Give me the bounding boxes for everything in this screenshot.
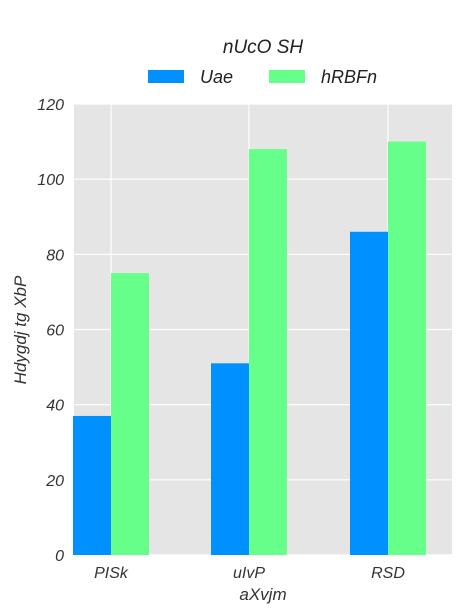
- y-tick-label-4: 80: [46, 247, 64, 264]
- legend-swatch-hRBFn: [269, 70, 305, 83]
- legend-title: nUcO SH: [223, 37, 304, 58]
- x-tick-label-2: RSD: [371, 565, 405, 582]
- bar-hRBFn-RSD: [388, 141, 426, 556]
- bar-Uae-uIvP: [211, 363, 249, 555]
- bar-Uae-PISk: [73, 415, 111, 555]
- y-tick-label-1: 20: [45, 473, 64, 490]
- y-axis-label: Hdygdj tg XbP: [11, 275, 30, 384]
- y-tick-label-3: 60: [46, 323, 64, 340]
- y-tick-label-0: 0: [55, 548, 64, 565]
- x-tick-label-1: uIvP: [233, 565, 265, 582]
- legend-items: Uae hRBFn: [148, 67, 377, 87]
- legend: nUcO SH Uae hRBFn: [148, 37, 377, 87]
- y-tick-labels: 0 20 40 60 80 100 120: [37, 97, 64, 565]
- bar-hRBFn-PISk: [111, 273, 149, 555]
- x-tick-labels: PISk uIvP RSD: [94, 565, 405, 582]
- bars-group: [73, 141, 426, 556]
- y-tick-label-5: 100: [37, 172, 64, 189]
- legend-label-hRBFn: hRBFn: [321, 67, 377, 87]
- x-tick-label-0: PISk: [94, 565, 129, 582]
- bar-Uae-RSD: [350, 231, 388, 556]
- bar-hRBFn-uIvP: [249, 149, 287, 555]
- legend-swatch-Uae: [148, 70, 184, 83]
- y-tick-label-2: 40: [46, 398, 64, 415]
- legend-label-Uae: Uae: [200, 67, 233, 87]
- x-axis-label: aXvjm: [239, 585, 286, 604]
- y-tick-label-6: 120: [37, 97, 64, 114]
